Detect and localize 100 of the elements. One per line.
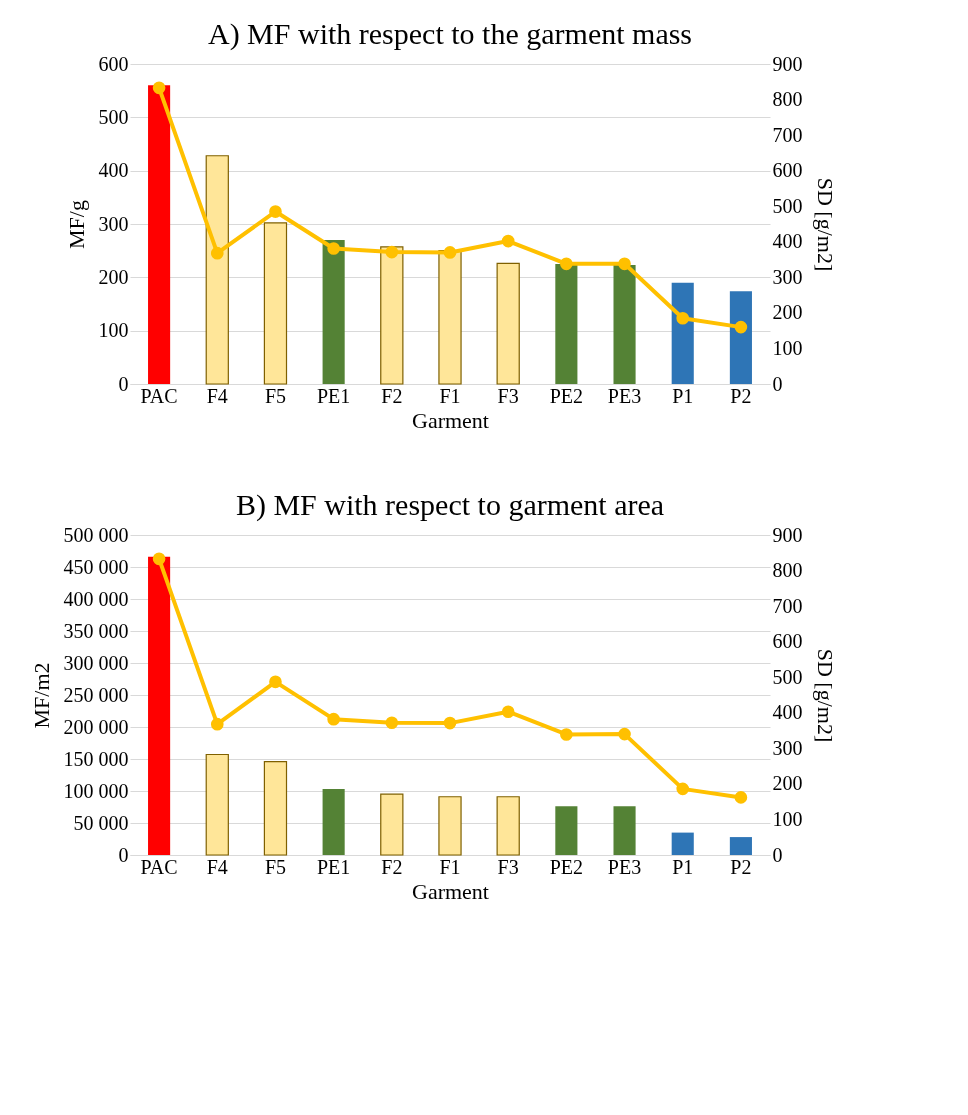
- point: [560, 728, 573, 741]
- y-tick-label: 200 000: [63, 715, 129, 738]
- y-tick-label: 0: [118, 843, 129, 866]
- y-tick-label: 200: [98, 265, 129, 288]
- y2-tick-label: 200: [772, 772, 803, 795]
- y-tick-label: 100: [98, 319, 129, 342]
- bar: [671, 282, 694, 384]
- x-tick-label: P1: [672, 384, 694, 407]
- bar: [496, 796, 520, 856]
- y2-tick-label: 600: [772, 159, 803, 182]
- x-tick-label: F1: [439, 855, 461, 878]
- point: [210, 246, 224, 260]
- y-axis-title: MF/g: [63, 200, 89, 249]
- y2-tick-label: 700: [772, 123, 803, 146]
- y-tick-label: 450 000: [63, 555, 129, 578]
- x-tick-label: PE2: [549, 855, 584, 878]
- bar: [380, 793, 404, 856]
- point: [618, 257, 631, 271]
- x-tick-label: PE2: [549, 384, 584, 407]
- point: [618, 727, 631, 741]
- x-tick-label: PAC: [140, 384, 178, 407]
- y-tick-label: 600: [98, 52, 129, 75]
- bar: [613, 806, 636, 855]
- y-tick-label: 350 000: [63, 619, 129, 642]
- point: [385, 716, 399, 730]
- chart-title: B) MF with respect to garment area: [235, 488, 665, 522]
- y2-tick-label: 300: [772, 265, 803, 288]
- y2-axis-title: SD [g/m2]: [812, 177, 838, 272]
- x-tick-label: PE3: [607, 384, 642, 407]
- x-tick-label: F4: [206, 855, 228, 878]
- point: [210, 717, 224, 731]
- bar: [729, 291, 752, 384]
- x-tick-label: PE3: [607, 855, 642, 878]
- x-tick-label: P2: [730, 384, 752, 407]
- point: [443, 246, 457, 259]
- point: [560, 257, 573, 271]
- x-tick-label: F1: [439, 384, 461, 407]
- point: [501, 234, 515, 248]
- bar: [148, 556, 171, 855]
- y2-tick-label: 900: [772, 523, 803, 546]
- point: [676, 311, 690, 325]
- y-tick-label: 250 000: [63, 683, 129, 706]
- x-axis-title: Garment: [412, 407, 489, 433]
- y2-tick-label: 200: [772, 301, 803, 324]
- x-tick-label: PAC: [140, 855, 178, 878]
- bar: [322, 789, 345, 855]
- x-tick-label: F2: [381, 384, 403, 407]
- point: [152, 552, 166, 566]
- bar: [555, 806, 578, 855]
- y2-tick-label: 500: [772, 194, 803, 217]
- bar: [263, 222, 288, 385]
- y2-tick-label: 600: [772, 630, 803, 653]
- bar: [496, 262, 520, 385]
- y2-tick-label: 0: [772, 372, 783, 395]
- x-axis-title: Garment: [412, 878, 489, 904]
- y2-tick-label: 100: [772, 336, 803, 359]
- y-axis-title: MF/m2: [28, 662, 54, 729]
- x-tick-label: F3: [497, 384, 519, 407]
- y2-tick-label: 900: [772, 52, 803, 75]
- x-tick-label: F3: [497, 855, 519, 878]
- bar: [380, 246, 404, 385]
- point: [734, 320, 748, 334]
- y2-tick-label: 400: [772, 701, 803, 724]
- point: [385, 245, 399, 259]
- bar: [322, 240, 345, 384]
- point: [676, 782, 690, 796]
- y2-tick-label: 100: [772, 807, 803, 830]
- y-tick-label: 150 000: [63, 747, 129, 770]
- point: [734, 791, 748, 804]
- y-tick-label: 100 000: [63, 779, 129, 802]
- point: [269, 675, 282, 689]
- y-tick-label: 300 000: [63, 651, 129, 674]
- bar: [438, 250, 462, 385]
- y-tick-label: 300: [98, 212, 129, 235]
- point: [443, 716, 457, 730]
- y2-tick-label: 400: [772, 230, 803, 253]
- y-tick-label: 500 000: [63, 523, 129, 546]
- bar: [729, 837, 752, 855]
- bar: [438, 796, 462, 856]
- bar: [613, 265, 636, 384]
- bar: [555, 264, 578, 384]
- point: [327, 242, 340, 255]
- x-tick-label: P2: [730, 855, 752, 878]
- x-tick-label: F5: [264, 855, 287, 878]
- bar: [205, 753, 229, 856]
- bar: [263, 760, 288, 856]
- y2-tick-label: 700: [772, 594, 803, 617]
- point: [269, 205, 282, 218]
- chart-title: A) MF with respect to the garment mass: [207, 17, 693, 51]
- point: [501, 705, 515, 719]
- x-tick-label: PE1: [316, 384, 351, 407]
- x-tick-label: F2: [381, 855, 403, 878]
- y-tick-label: 50 000: [73, 811, 129, 834]
- x-tick-label: F4: [206, 384, 228, 407]
- y2-axis-title: SD [g/m2]: [812, 648, 838, 743]
- x-tick-label: PE1: [316, 855, 351, 878]
- y-tick-label: 400: [98, 159, 129, 182]
- y2-tick-label: 300: [772, 736, 803, 759]
- bar: [205, 155, 229, 385]
- point: [327, 712, 340, 726]
